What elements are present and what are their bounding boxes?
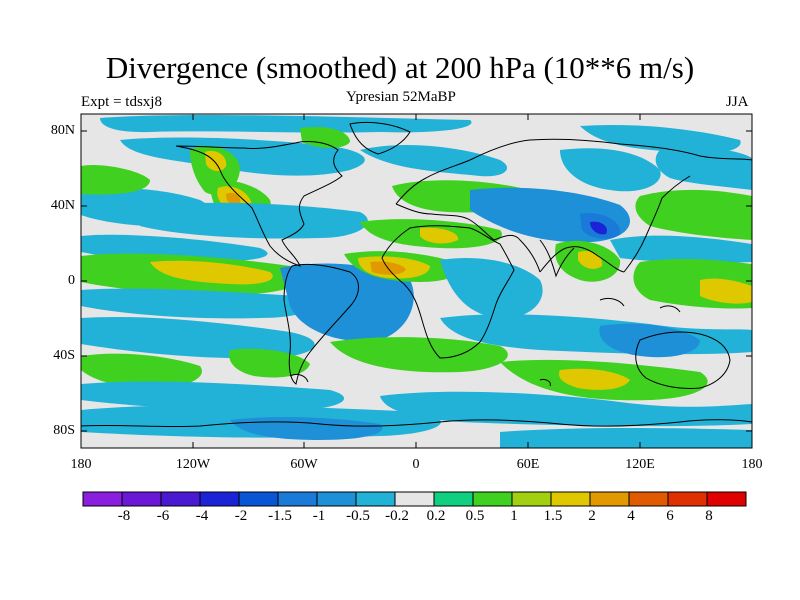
colorbar-label: 1.5 <box>543 508 563 524</box>
colorbar-label: 0.2 <box>426 508 446 524</box>
coastline-india <box>539 239 575 278</box>
colorbar-label: -6 <box>156 508 170 524</box>
colorbar-swatch <box>589 491 630 507</box>
y-tick-label: 40S <box>53 348 75 363</box>
contour-orange <box>226 192 241 206</box>
contour-cyan <box>81 288 315 319</box>
colorbar-swatch <box>199 491 240 507</box>
coastline-eurasia <box>395 138 752 273</box>
colorbar-swatch <box>667 491 708 507</box>
x-tick-label: 120W <box>175 457 211 472</box>
contour-yellow <box>150 260 273 285</box>
x-tick-label: 60W <box>290 457 318 472</box>
contour-cyan <box>560 148 661 192</box>
x-tick-label: 120E <box>625 457 655 472</box>
colorbar-label: 4 <box>627 508 635 524</box>
colorbar-swatch <box>238 491 279 507</box>
contour-cyan <box>81 381 345 411</box>
contour-green <box>81 164 150 195</box>
contour-yellow <box>558 368 630 390</box>
colorbar-label: 6 <box>666 508 674 524</box>
colorbar-swatch <box>394 491 435 507</box>
coastline-antarctica <box>81 419 752 428</box>
colorbar-label: -4 <box>195 508 209 524</box>
contour-cyan <box>610 235 752 263</box>
y-tick-label: 80S <box>53 423 75 438</box>
coastline-australia <box>635 331 731 389</box>
colorbar-swatch <box>160 491 201 507</box>
y-tick-label: 40N <box>50 198 75 213</box>
contour-cyan <box>81 316 315 359</box>
colorbar-label: -0.5 <box>346 508 370 524</box>
y-tick-label: 80N <box>50 123 75 138</box>
coastlines <box>81 121 752 428</box>
season-label: JJA <box>726 94 749 110</box>
map-title: Divergence (smoothed) at 200 hPa (10**6 … <box>105 50 695 85</box>
contour-green <box>300 126 350 148</box>
colorbar-label: 8 <box>705 508 713 524</box>
colorbar-swatch <box>706 491 747 507</box>
contour-cyan <box>140 202 368 239</box>
colorbar-swatch <box>628 491 669 507</box>
colorbar-label: 1 <box>510 508 518 524</box>
coastline-greenland <box>349 121 411 155</box>
divergence-field <box>81 114 752 448</box>
colorbar-swatch <box>277 491 318 507</box>
coastline-islands <box>289 297 681 387</box>
contour-yellow <box>205 150 227 172</box>
colorbar-label: -2 <box>234 508 248 524</box>
x-tick-label: 180 <box>70 457 92 472</box>
colorbar-label: -1 <box>312 508 326 524</box>
contour-yellow <box>700 278 752 304</box>
colorbar <box>82 491 747 507</box>
colorbar-label: -1.5 <box>268 508 292 524</box>
colorbar-swatch <box>316 491 357 507</box>
x-tick-label: 180 <box>741 457 763 472</box>
contour-blue <box>280 263 414 342</box>
x-tick-label: 60E <box>516 457 540 472</box>
coastline-south-america <box>283 263 359 385</box>
colorbar-label: -0.2 <box>385 508 409 524</box>
contour-deep-blue <box>590 221 607 235</box>
colorbar-swatch <box>355 491 396 507</box>
y-tick-label: 0 <box>68 273 75 288</box>
colorbar-swatch <box>121 491 162 507</box>
contour-cyan <box>380 391 752 427</box>
colorbar-swatch <box>472 491 513 507</box>
contour-blue <box>230 417 383 440</box>
colorbar-swatch <box>511 491 552 507</box>
colorbar-swatch <box>82 491 123 507</box>
colorbar-label: 0.5 <box>465 508 485 524</box>
contour-cyan <box>500 428 752 448</box>
contour-green <box>81 353 202 389</box>
colorbar-label: -8 <box>117 508 131 524</box>
contour-cyan <box>440 258 543 319</box>
contour-yellow <box>420 227 459 244</box>
coastline-north-america <box>175 141 343 267</box>
contour-yellow <box>578 250 603 269</box>
colorbar-swatch <box>550 491 591 507</box>
contour-cyan <box>360 145 508 177</box>
contour-green <box>330 337 508 373</box>
coastline-africa <box>381 225 515 359</box>
colorbar-swatch <box>433 491 474 507</box>
x-tick-label: 0 <box>412 457 420 472</box>
contour-cyan <box>655 147 752 190</box>
experiment-label: Expt = tdsxj8 <box>81 94 162 110</box>
contour-cyan <box>580 124 741 154</box>
axis-ticks <box>81 114 752 448</box>
colorbar-label: 2 <box>588 508 596 524</box>
contour-green <box>635 189 752 240</box>
period-label: Ypresian 52MaBP <box>346 89 456 105</box>
